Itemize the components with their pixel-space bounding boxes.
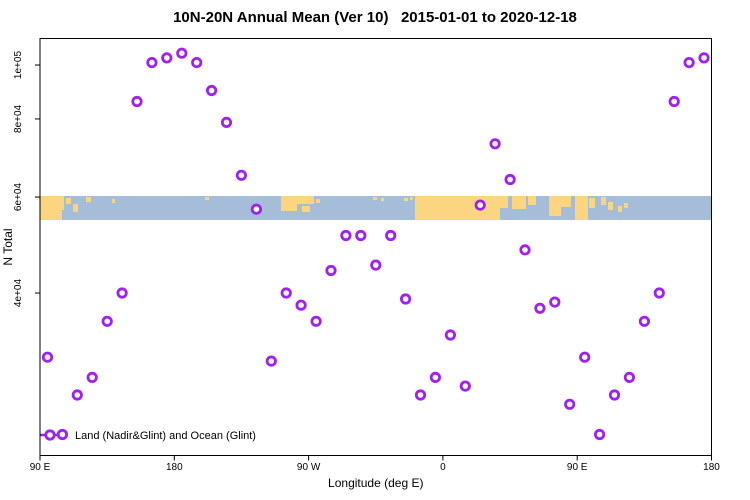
data-point [161, 52, 173, 64]
map-strip-land [589, 198, 595, 208]
data-point [340, 229, 352, 242]
data-point [235, 169, 247, 181]
data-point [295, 299, 307, 311]
data-point [310, 315, 322, 327]
data-point [504, 173, 516, 186]
data-point [698, 52, 710, 64]
x-tick-label: 90 E [567, 462, 588, 473]
data-point [429, 371, 441, 383]
data-point [549, 296, 561, 308]
chart-title: 10N-20N Annual Mean (Ver 10) 2015-01-01 … [173, 9, 577, 26]
data-point [474, 199, 486, 211]
y-tick-label: 1e+05 [13, 51, 24, 80]
x-tick-label: 180 [703, 462, 720, 473]
y-tick-label: 4e+04 [13, 279, 24, 308]
data-point [653, 287, 665, 299]
data-point [86, 371, 98, 383]
map-strip-land [528, 196, 536, 205]
map-strip-land [205, 197, 209, 200]
data-point [250, 203, 262, 215]
map-strip-land [52, 208, 62, 220]
legend-marker-icon [44, 429, 56, 441]
x-tick-label: 90 W [297, 462, 321, 473]
data-point [325, 264, 337, 277]
data-point [534, 302, 546, 314]
x-tick-label: 180 [166, 462, 183, 473]
data-point [146, 56, 158, 69]
map-strip-land [373, 197, 377, 200]
map-strip-land [608, 202, 613, 210]
map-strip-land [624, 203, 628, 208]
data-point [579, 351, 591, 363]
data-point [608, 389, 621, 401]
map-strip-land [500, 196, 508, 208]
map-strip-land [575, 196, 588, 220]
data-point [683, 56, 695, 69]
data-point [623, 371, 636, 383]
map-strip-land [56, 196, 64, 210]
data-point [56, 428, 69, 441]
data-point [385, 229, 397, 242]
map-strip-land [601, 197, 606, 205]
data-point [71, 389, 83, 401]
data-point [355, 229, 367, 242]
data-point [593, 428, 606, 441]
x-axis-label: Longitude (deg E) [328, 476, 423, 490]
y-axis-label: N Total [1, 228, 15, 265]
map-strip-land [381, 198, 384, 201]
map-strip-land [410, 197, 413, 200]
data-point [265, 355, 277, 367]
data-point [101, 315, 113, 327]
data-point [564, 398, 576, 410]
data-point [191, 56, 203, 69]
data-point [206, 84, 218, 97]
y-tick-label: 6e+04 [13, 183, 24, 212]
map-strip-land [415, 196, 500, 220]
map-strip-land [73, 204, 78, 212]
map-strip-land [66, 198, 71, 204]
data-point [131, 95, 143, 108]
map-strip-land [549, 196, 561, 216]
data-point [41, 351, 54, 363]
data-point [370, 259, 382, 271]
map-strip [40, 196, 711, 220]
y-tick-label: 8e+04 [13, 104, 24, 133]
data-point [459, 380, 471, 392]
map-strip-land [316, 199, 320, 203]
x-tick-label: 90 E [30, 462, 51, 473]
data-point [176, 47, 188, 59]
map-strip-land [302, 206, 310, 212]
map-strip-land [512, 196, 526, 209]
map-strip-land [561, 196, 571, 207]
data-point [519, 244, 531, 256]
data-point [414, 389, 427, 401]
data-point [116, 287, 128, 299]
data-point [280, 287, 292, 299]
data-point [668, 95, 680, 108]
x-axis: 90 E 180 90 W 0 90 E 180 Longitude (deg E) [30, 455, 720, 490]
map-strip-land [618, 206, 622, 212]
data-point [220, 116, 233, 129]
map-strip-land [281, 196, 297, 211]
map-strip-land [112, 199, 115, 203]
legend-label: Land (Nadir&Glint) and Ocean (Glint) [75, 430, 256, 442]
data-point [489, 138, 501, 150]
x-tick-label: 0 [440, 462, 446, 473]
legend: Land (Nadir&Glint) and Ocean (Glint) [40, 429, 256, 442]
map-strip-land [294, 196, 314, 204]
data-points [41, 47, 710, 441]
data-point [399, 293, 412, 305]
map-strip-land [86, 197, 91, 202]
plot-border [39, 38, 712, 456]
data-point [444, 329, 456, 341]
data-point [638, 315, 651, 327]
map-strip-land [404, 198, 408, 201]
y-axis: 1e+05 8e+04 6e+04 4e+04 N Total [1, 51, 40, 308]
